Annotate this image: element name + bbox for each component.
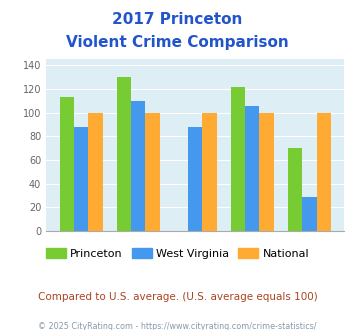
Bar	[245, 106, 260, 231]
Bar	[288, 148, 302, 231]
Bar	[60, 97, 74, 231]
Bar	[188, 127, 202, 231]
Text: Violent Crime Comparison: Violent Crime Comparison	[66, 35, 289, 50]
Bar	[131, 101, 145, 231]
Text: Compared to U.S. average. (U.S. average equals 100): Compared to U.S. average. (U.S. average …	[38, 292, 317, 302]
Bar	[74, 127, 88, 231]
Text: 2017 Princeton: 2017 Princeton	[112, 12, 243, 26]
Bar	[260, 113, 274, 231]
Bar	[302, 197, 317, 231]
Bar	[117, 77, 131, 231]
Bar	[88, 113, 103, 231]
Bar	[231, 86, 245, 231]
Bar	[145, 113, 160, 231]
Bar	[317, 113, 331, 231]
Bar	[202, 113, 217, 231]
Text: © 2025 CityRating.com - https://www.cityrating.com/crime-statistics/: © 2025 CityRating.com - https://www.city…	[38, 322, 317, 330]
Legend: Princeton, West Virginia, National: Princeton, West Virginia, National	[41, 244, 314, 263]
